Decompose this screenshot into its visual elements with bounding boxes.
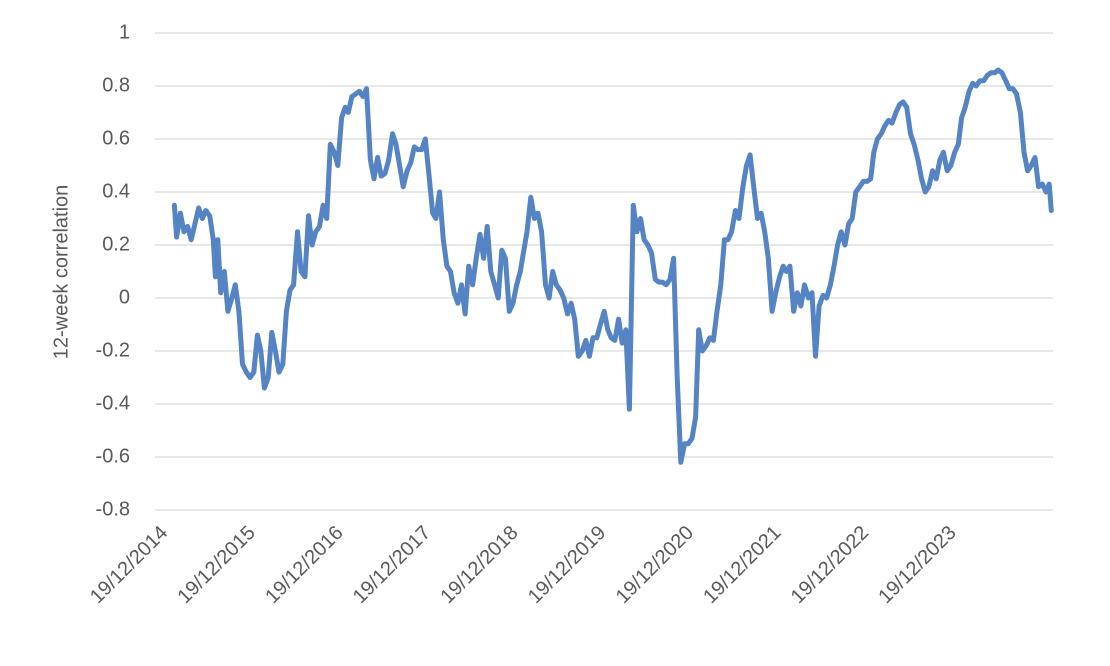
y-tick-label: 0.8	[102, 74, 130, 96]
x-tick-label: 19/12/2021	[699, 522, 785, 608]
x-tick-label: 19/12/2020	[612, 522, 698, 608]
y-tick-label: 1	[119, 21, 130, 43]
x-tick-label: 19/12/2018	[436, 522, 522, 608]
x-tick-label: 19/12/2017	[349, 522, 435, 608]
x-tick-label: 19/12/2015	[173, 522, 259, 608]
x-tick-label: 19/12/2019	[524, 522, 610, 608]
data-line	[171, 67, 1054, 465]
y-tick-label: -0.6	[96, 445, 130, 467]
x-tick-label: 19/12/2023	[874, 522, 960, 608]
y-tick-label: 0.4	[102, 180, 130, 202]
x-tick-label: 19/12/2022	[787, 522, 873, 608]
y-tick-label: 0.2	[102, 233, 130, 255]
y-tick-label: -0.2	[96, 339, 130, 361]
y-tick-label: 0	[119, 286, 130, 308]
y-axis-label: 12-week correlation	[50, 185, 72, 360]
x-tick-label: 19/12/2014	[86, 522, 172, 608]
x-tick-label: 19/12/2016	[261, 522, 347, 608]
y-tick-label: -0.8	[96, 498, 130, 520]
y-tick-label: -0.4	[96, 392, 130, 414]
y-tick-label: 0.6	[102, 127, 130, 149]
